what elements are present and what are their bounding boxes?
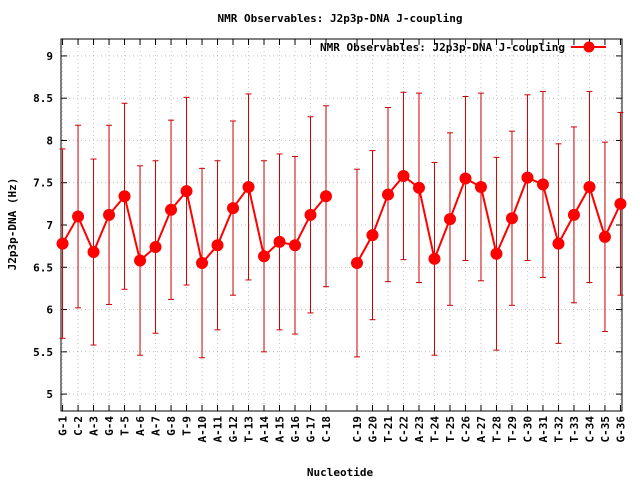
data-point [598, 230, 611, 243]
data-point [443, 213, 456, 226]
data-point [242, 180, 255, 193]
x-tick-label: C-19 [351, 416, 364, 443]
data-point [227, 202, 240, 215]
x-tick-label: A-11 [212, 416, 225, 443]
data-point [134, 254, 147, 267]
x-tick-label: A-3 [88, 416, 101, 436]
data-point [273, 235, 286, 248]
x-tick-label: T-9 [181, 416, 194, 436]
x-axis-label: Nucleotide [307, 466, 374, 479]
data-point [320, 190, 333, 203]
y-tick-label: 5.5 [33, 346, 53, 359]
data-point [196, 257, 209, 270]
data-point [397, 169, 410, 182]
data-point [474, 180, 487, 193]
x-tick-label: T-25 [444, 416, 457, 443]
data-point [412, 181, 425, 194]
data-point [366, 229, 379, 242]
series-line [61, 184, 327, 266]
x-tick-label: G-17 [305, 416, 318, 443]
data-point [72, 210, 85, 223]
plot-frame [60, 38, 623, 412]
x-tick-label: C-18 [320, 416, 333, 443]
x-tick-label: G-16 [289, 416, 302, 443]
x-tick-label: C-2 [72, 416, 85, 436]
y-tick-label: 6.5 [33, 261, 53, 274]
data-point [567, 208, 580, 221]
x-tick-label: T-32 [552, 416, 565, 443]
x-tick-label: T-28 [490, 416, 503, 443]
data-point [103, 208, 116, 221]
y-tick-label: 8 [46, 134, 53, 147]
data-point [521, 171, 534, 184]
data-point [118, 190, 131, 203]
data-point [428, 252, 441, 265]
x-tick-label: T-29 [506, 416, 519, 443]
data-point [459, 172, 472, 185]
data-point [552, 237, 565, 250]
x-tick-label: A-31 [537, 416, 550, 443]
x-tick-label: G-8 [165, 416, 178, 436]
x-tick-label: T-13 [243, 416, 256, 443]
legend-marker [583, 41, 595, 53]
plot-area: 55.566.577.588.59G-1 C-2 A-3 G-4 T-5 A-6 A-7 G-… [33, 38, 627, 443]
x-tick-label: A-23 [413, 416, 426, 443]
x-tick-label: C-35 [599, 416, 612, 443]
data-point [56, 237, 69, 250]
y-tick-label: 5 [46, 388, 53, 401]
y-tick-label: 7.5 [33, 177, 53, 190]
x-tick-label: T-5 [119, 416, 132, 436]
legend-label: NMR Observables: J2p3p-DNA J-coupling [320, 41, 565, 54]
y-axis-label: J2p3p-DNA (Hz) [6, 178, 19, 271]
x-tick-label: G-20 [366, 416, 379, 443]
x-tick-label: C-22 [397, 416, 410, 443]
data-point [258, 250, 271, 263]
data-point [583, 180, 596, 193]
x-tick-label: A-7 [150, 416, 163, 436]
x-tick-label: C-26 [459, 416, 472, 443]
data-point [165, 203, 178, 216]
data-point [350, 257, 363, 270]
series-line [356, 174, 622, 264]
x-tick-label: G-1 [57, 416, 70, 436]
x-tick-label: A-6 [134, 416, 147, 436]
data-point [87, 246, 100, 259]
x-tick-label: G-4 [103, 416, 116, 436]
y-tick-label: 9 [46, 50, 53, 63]
x-tick-label: A-14 [258, 416, 271, 443]
legend: NMR Observables: J2p3p-DNA J-coupling [320, 41, 606, 54]
data-point [180, 185, 193, 198]
y-tick-label: 8.5 [33, 92, 53, 105]
y-axis-title: J2p3p-DNA (Hz) [6, 178, 19, 271]
x-tick-label: T-21 [382, 416, 395, 443]
x-tick-label: C-30 [521, 416, 534, 443]
x-tick-label: G-36 [614, 416, 627, 443]
data-point [211, 239, 224, 252]
x-tick-label: G-12 [227, 416, 240, 443]
x-tick-label: A-27 [475, 416, 488, 443]
x-tick-label: C-34 [583, 416, 596, 443]
data-point [505, 212, 518, 225]
data-point [289, 239, 302, 252]
x-tick-label: T-33 [568, 416, 581, 443]
data-point [381, 188, 394, 201]
data-point [536, 178, 549, 191]
x-tick-label: A-15 [274, 416, 287, 443]
data-point [490, 247, 503, 260]
y-tick-label: 6 [46, 304, 53, 317]
data-point [614, 197, 627, 210]
data-point [149, 240, 162, 253]
y-tick-label: 7 [46, 219, 53, 232]
x-tick-label: T-24 [428, 416, 441, 443]
chart-title: NMR Observables: J2p3p-DNA J-coupling [217, 12, 462, 25]
x-tick-label: A-10 [196, 416, 209, 443]
data-point [304, 208, 317, 221]
